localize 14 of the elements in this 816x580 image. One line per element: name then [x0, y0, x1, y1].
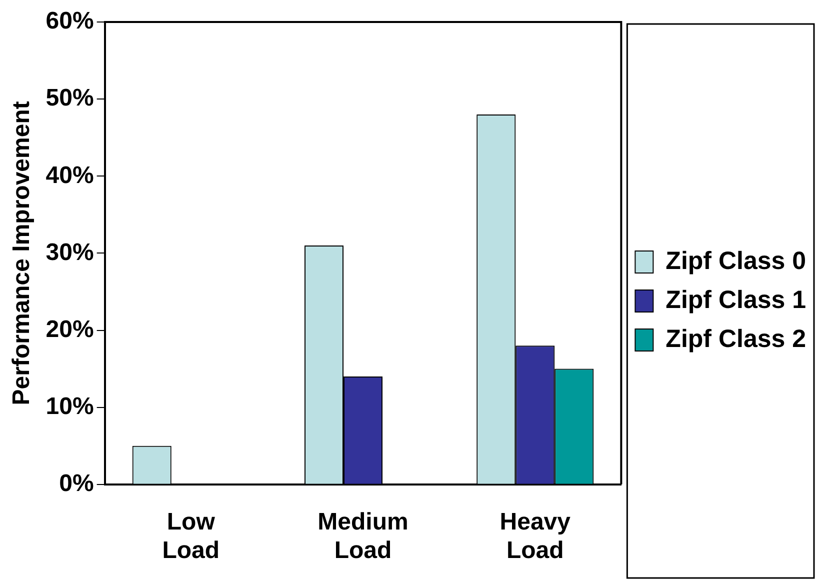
y-tick-label: 60% — [46, 8, 94, 35]
y-tick-label: 0% — [59, 470, 94, 498]
y-axis-title: Performance Improvement — [8, 101, 36, 406]
x-tick-label: Heavy Load — [500, 508, 572, 564]
legend-label: Zipf Class 0 — [666, 246, 806, 275]
legend-label: Zipf Class 1 — [666, 286, 806, 314]
y-tick-label: 50% — [46, 84, 94, 112]
x-tick-label: Low Load — [162, 508, 220, 564]
legend-label: Zipf Class 2 — [666, 324, 806, 353]
y-tick-label: 30% — [46, 238, 94, 266]
y-tick-label: 20% — [46, 316, 94, 343]
x-tick-label: Medium Load — [318, 508, 408, 564]
y-tick-label: 40% — [46, 162, 94, 189]
y-tick-label: 10% — [46, 392, 94, 420]
